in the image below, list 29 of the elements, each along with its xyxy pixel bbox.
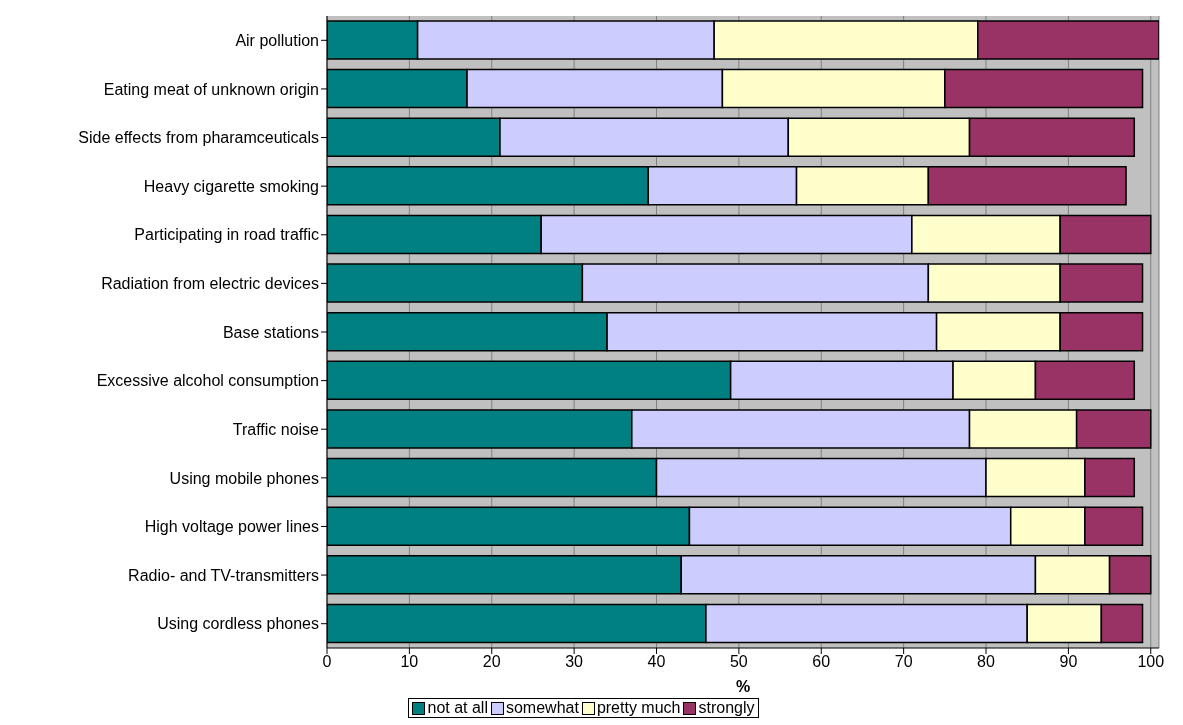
- x-tick-label: 70: [894, 653, 913, 671]
- y-tick-label: Excessive alcohol consumption: [96, 372, 319, 390]
- x-tick-label: 30: [565, 653, 584, 671]
- x-tick-label: 60: [812, 653, 831, 671]
- y-tick-label: Traffic noise: [232, 420, 320, 438]
- legend-label: strongly: [697, 699, 755, 717]
- y-tick-label: Participating in road traffic: [134, 226, 319, 244]
- x-tick-label: 80: [977, 653, 996, 671]
- y-tick-label: High voltage power lines: [144, 518, 319, 536]
- x-tick-label: 100: [1137, 653, 1165, 671]
- y-tick-label: Radio- and TV-transmitters: [128, 566, 319, 584]
- legend-label: somewhat: [504, 699, 579, 717]
- x-tick-label: 0: [322, 653, 332, 671]
- legend-label: not at all: [426, 699, 488, 717]
- y-tick-label: Radiation from electric devices: [101, 275, 319, 293]
- x-tick-label: 20: [482, 653, 501, 671]
- y-tick-label: Air pollution: [235, 31, 319, 49]
- y-tick-label: Using mobile phones: [169, 469, 319, 487]
- legend-label: pretty much: [595, 699, 681, 717]
- x-axis-title: %: [735, 678, 751, 695]
- y-tick-label: Using cordless phones: [157, 615, 319, 633]
- x-tick-label: 10: [400, 653, 419, 671]
- x-tick-label: 50: [729, 653, 748, 671]
- y-tick-label: Heavy cigarette smoking: [143, 177, 319, 195]
- x-tick-label: 90: [1059, 653, 1078, 671]
- y-tick-label: Side effects from pharamceuticals: [78, 129, 319, 147]
- x-tick-label: 40: [647, 653, 666, 671]
- y-tick-label: Eating meat of unknown origin: [103, 80, 319, 98]
- y-tick-label: Base stations: [222, 323, 319, 341]
